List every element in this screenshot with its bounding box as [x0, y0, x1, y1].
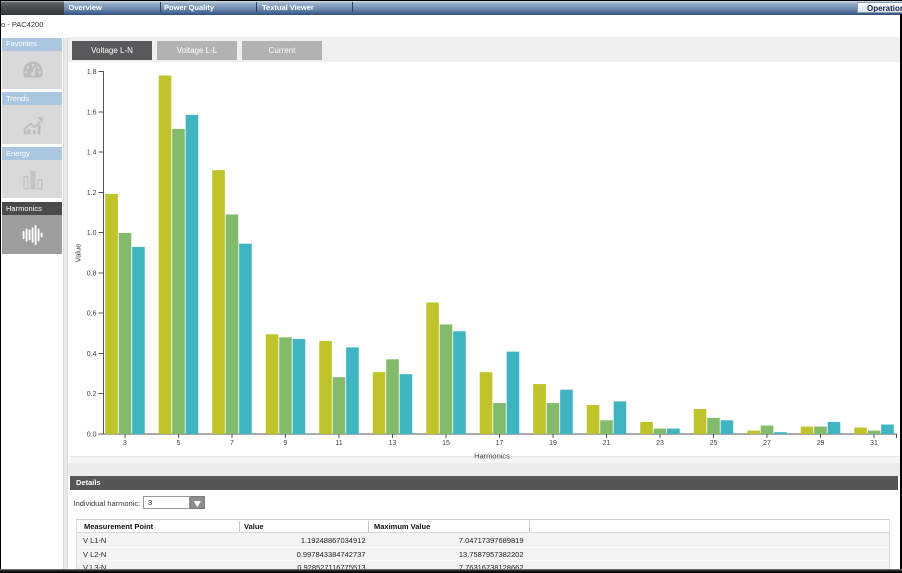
svg-text:21: 21 — [603, 440, 611, 447]
svg-text:1.4: 1.4 — [87, 150, 97, 157]
svg-text:5: 5 — [177, 440, 181, 447]
svg-text:25: 25 — [710, 440, 718, 447]
svg-text:27: 27 — [763, 440, 771, 447]
svg-text:31: 31 — [870, 440, 878, 447]
svg-text:15: 15 — [442, 440, 450, 447]
svg-text:1.6: 1.6 — [87, 109, 97, 116]
svg-text:19: 19 — [549, 440, 557, 447]
svg-text:0.6: 0.6 — [87, 311, 97, 318]
svg-text:3: 3 — [123, 440, 127, 447]
svg-text:11: 11 — [335, 440, 342, 447]
svg-text:Harmonics: Harmonics — [474, 452, 510, 461]
svg-text:17: 17 — [496, 440, 504, 447]
svg-text:7: 7 — [230, 440, 234, 447]
svg-text:0.2: 0.2 — [87, 391, 97, 398]
svg-text:1.2: 1.2 — [87, 190, 97, 197]
svg-text:Value: Value — [74, 244, 83, 263]
svg-text:1.0: 1.0 — [87, 230, 97, 237]
svg-text:0.8: 0.8 — [87, 270, 97, 277]
svg-text:23: 23 — [656, 440, 664, 447]
svg-text:0.4: 0.4 — [87, 351, 97, 358]
svg-text:9: 9 — [284, 440, 288, 447]
svg-text:29: 29 — [817, 440, 825, 447]
svg-text:0.0: 0.0 — [87, 432, 97, 439]
svg-text:1.8: 1.8 — [87, 69, 97, 76]
svg-text:13: 13 — [389, 440, 397, 447]
